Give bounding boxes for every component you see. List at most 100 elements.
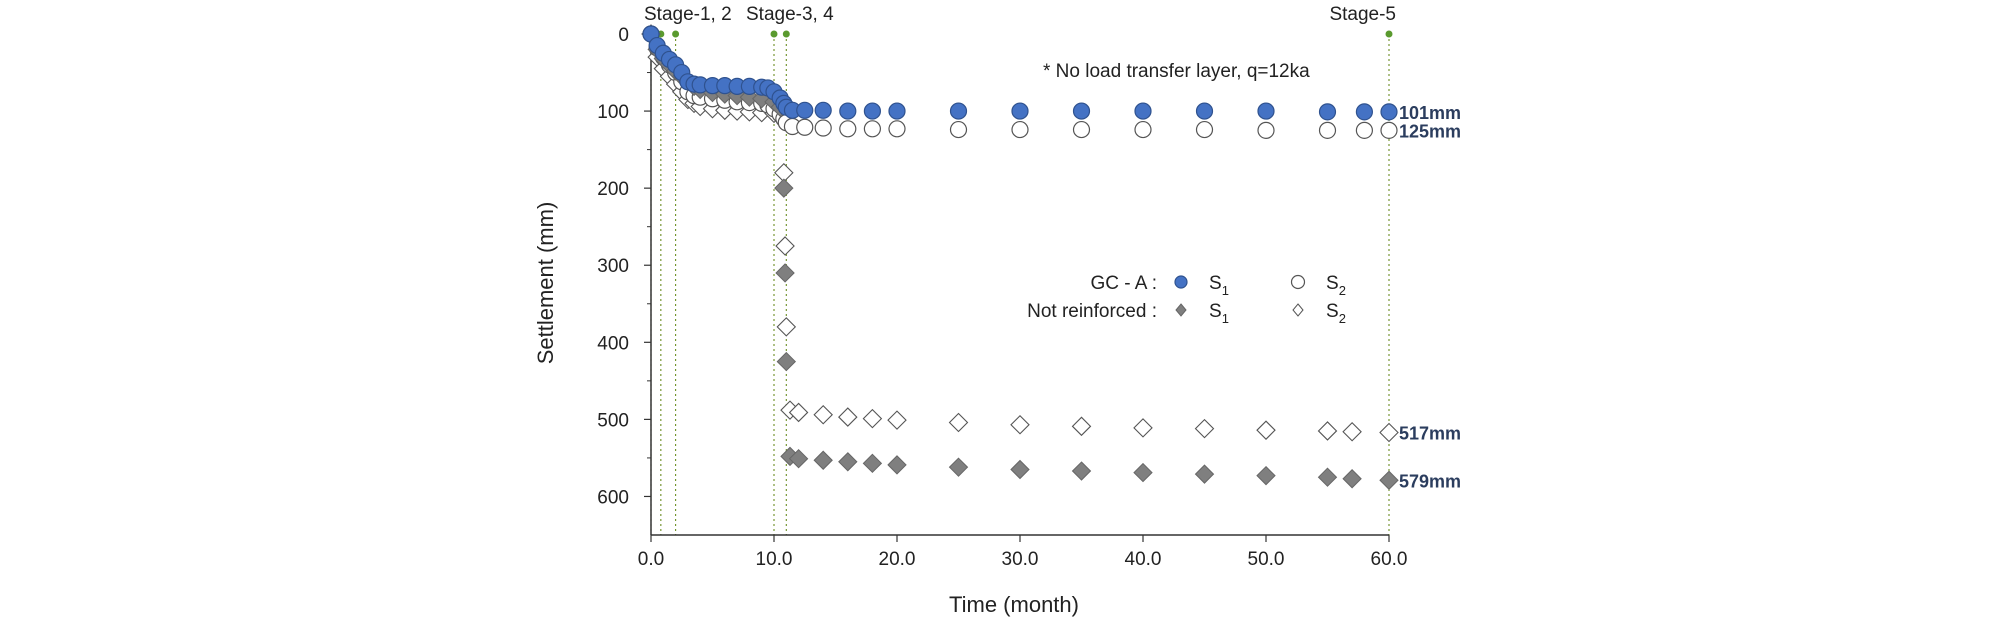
chart-labels: Time (month) Settlement (mm) * No load t… bbox=[533, 4, 1461, 617]
legend-nr-s2-text: S2 bbox=[1326, 301, 1346, 326]
legend-gc-s2-marker bbox=[1290, 274, 1306, 290]
stage-marker bbox=[1385, 30, 1393, 38]
data-point bbox=[1133, 418, 1153, 438]
data-point bbox=[1257, 102, 1275, 120]
data-point bbox=[1010, 415, 1030, 435]
stage-label: Stage-3, 4 bbox=[746, 4, 834, 25]
stage-marker bbox=[672, 30, 680, 38]
data-point bbox=[949, 102, 968, 120]
data-point bbox=[1011, 102, 1029, 120]
y-tick-label: 400 bbox=[597, 333, 629, 354]
x-tick-label: 50.0 bbox=[1248, 549, 1285, 570]
data-point bbox=[1318, 103, 1337, 121]
data-point bbox=[1256, 420, 1276, 440]
data-point bbox=[1379, 470, 1399, 490]
data-point bbox=[863, 102, 882, 120]
data-point bbox=[887, 410, 907, 430]
x-axis-title: Time (month) bbox=[949, 592, 1079, 617]
data-point bbox=[814, 101, 832, 119]
data-point bbox=[814, 119, 832, 137]
data-point bbox=[1317, 467, 1338, 487]
legend-nr-label: Not reinforced : bbox=[1027, 301, 1157, 322]
legend-gc-s1-marker bbox=[1174, 275, 1188, 289]
data-point bbox=[1355, 121, 1374, 139]
data-point bbox=[774, 178, 794, 198]
data-point bbox=[1342, 421, 1362, 442]
data-point bbox=[949, 120, 968, 139]
data-point bbox=[776, 351, 797, 372]
data-point bbox=[1011, 120, 1029, 139]
data-point bbox=[1355, 103, 1374, 121]
end-value-label: 101mm bbox=[1399, 103, 1461, 123]
data-point bbox=[887, 455, 907, 475]
data-point bbox=[862, 408, 883, 429]
stage-label: Stage-5 bbox=[1329, 4, 1396, 25]
end-value-label: 125mm bbox=[1399, 121, 1461, 141]
data-point bbox=[838, 452, 858, 472]
x-tick-label: 20.0 bbox=[879, 549, 916, 570]
data-point bbox=[888, 102, 906, 120]
data-point bbox=[863, 120, 882, 138]
data-point bbox=[1195, 120, 1214, 139]
data-point bbox=[788, 448, 809, 469]
legend-nr-s1-marker bbox=[1175, 303, 1187, 317]
data-point bbox=[888, 120, 906, 138]
legend: GC - A : Not reinforced : S1 S2 S1 S2 bbox=[1027, 273, 1346, 326]
data-point bbox=[948, 457, 969, 477]
data-point bbox=[1194, 418, 1215, 439]
data-point bbox=[838, 407, 858, 427]
legend-gc-s1-text: S1 bbox=[1209, 273, 1229, 298]
legend-gc-s2-text: S2 bbox=[1326, 273, 1346, 298]
data-point bbox=[1256, 465, 1276, 486]
data-point bbox=[862, 453, 883, 474]
data-point bbox=[1134, 120, 1152, 139]
chart-note: * No load transfer layer, q=12ka bbox=[1043, 61, 1310, 82]
data-point bbox=[1072, 120, 1091, 139]
legend-nr-s2-marker bbox=[1292, 303, 1304, 317]
stage-label: Stage-1, 2 bbox=[644, 4, 732, 25]
end-value-label: 579mm bbox=[1399, 471, 1461, 491]
data-point bbox=[1133, 462, 1153, 483]
data-point bbox=[813, 450, 833, 470]
y-tick-label: 300 bbox=[597, 256, 629, 277]
x-tick-label: 40.0 bbox=[1125, 549, 1162, 570]
axes: 0 100 200 300 400 500 600 0.0 10.0 20.0 30.0 40.0 50… bbox=[597, 25, 1407, 570]
y-tick-label: 100 bbox=[597, 102, 629, 123]
data-point bbox=[1317, 421, 1338, 441]
x-tick-label: 0.0 bbox=[638, 549, 664, 570]
series-circle-filled bbox=[642, 25, 1398, 121]
y-tick-label: 500 bbox=[597, 410, 629, 431]
data-point bbox=[839, 102, 857, 120]
legend-gc-label: GC - A : bbox=[1090, 273, 1157, 294]
stage-marker bbox=[782, 30, 790, 38]
x-tick-label: 10.0 bbox=[756, 549, 793, 570]
data-point bbox=[1318, 121, 1337, 139]
data-point bbox=[1071, 416, 1092, 437]
data-point bbox=[788, 402, 809, 423]
y-tick-label: 600 bbox=[597, 487, 629, 508]
data-point bbox=[839, 120, 857, 138]
x-tick-label: 30.0 bbox=[1002, 549, 1039, 570]
data-point bbox=[775, 263, 795, 283]
data-point bbox=[1072, 102, 1091, 120]
y-tick-label: 0 bbox=[618, 25, 629, 46]
data-point bbox=[1257, 121, 1275, 139]
data-point bbox=[948, 412, 969, 433]
data-point bbox=[1195, 102, 1214, 120]
data-point bbox=[776, 317, 797, 337]
data-point bbox=[1134, 102, 1152, 120]
data-point bbox=[1380, 103, 1398, 121]
end-value-label: 517mm bbox=[1399, 423, 1461, 443]
data-point bbox=[1194, 464, 1215, 484]
x-tick-label: 60.0 bbox=[1371, 549, 1408, 570]
stage-marker bbox=[770, 30, 778, 38]
legend-nr-s1-text: S1 bbox=[1209, 301, 1229, 326]
y-axis-title: Settlement (mm) bbox=[533, 202, 558, 365]
data-point bbox=[1010, 459, 1030, 480]
data-point bbox=[775, 236, 795, 256]
data-point bbox=[796, 101, 814, 119]
data-point bbox=[1071, 461, 1092, 481]
y-tick-label: 200 bbox=[597, 179, 629, 200]
